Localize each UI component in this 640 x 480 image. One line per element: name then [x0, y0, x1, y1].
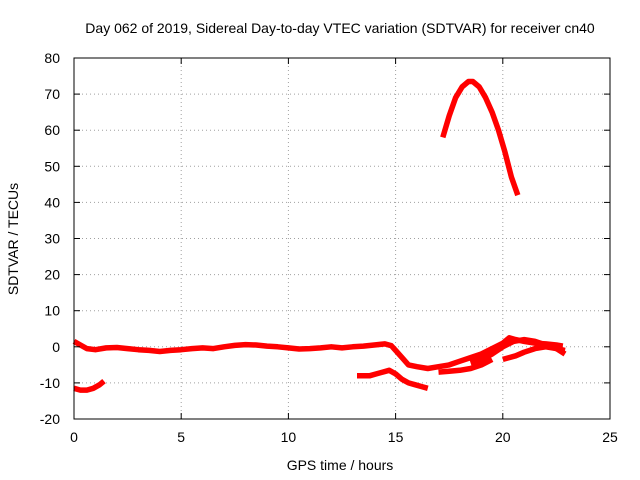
series-line-track-branch-c: [438, 356, 494, 375]
y-tick-label: 0: [52, 339, 60, 355]
series-line-track-branch-b: [502, 344, 567, 363]
y-tick-label: 50: [44, 158, 60, 174]
x-tick-label: 25: [602, 429, 618, 445]
y-tick-label: -20: [40, 411, 60, 427]
y-tick-label: 60: [44, 122, 60, 138]
x-tick-label: 20: [495, 429, 511, 445]
series-layer: [72, 78, 567, 393]
x-tick-label: 15: [388, 429, 404, 445]
axis-ticks: 0 5 10 15 20 25 -20 -10 0 10 20 30 40 50 60 70 80: [40, 50, 618, 445]
series-line-track-afternoon-low: [357, 367, 429, 391]
x-tick-label: 5: [177, 429, 185, 445]
y-tick-label: 40: [44, 194, 60, 210]
y-tick-label: 70: [44, 86, 60, 102]
y-axis-label: SDTVAR / TECUs: [5, 183, 21, 295]
x-tick-label: 0: [70, 429, 78, 445]
y-tick-label: 20: [44, 267, 60, 283]
y-tick-label: 30: [44, 231, 60, 247]
x-axis-label: GPS time / hours: [287, 457, 394, 473]
series-line-track-peak: [440, 78, 521, 197]
y-tick-label: 10: [44, 303, 60, 319]
series-line-track-early-low: [73, 378, 106, 393]
series-line-track-main: [72, 335, 564, 372]
x-tick-label: 10: [281, 429, 297, 445]
chart-title: Day 062 of 2019, Sidereal Day-to-day VTE…: [85, 20, 595, 36]
y-tick-label: -10: [40, 375, 60, 391]
y-tick-label: 80: [44, 50, 60, 66]
